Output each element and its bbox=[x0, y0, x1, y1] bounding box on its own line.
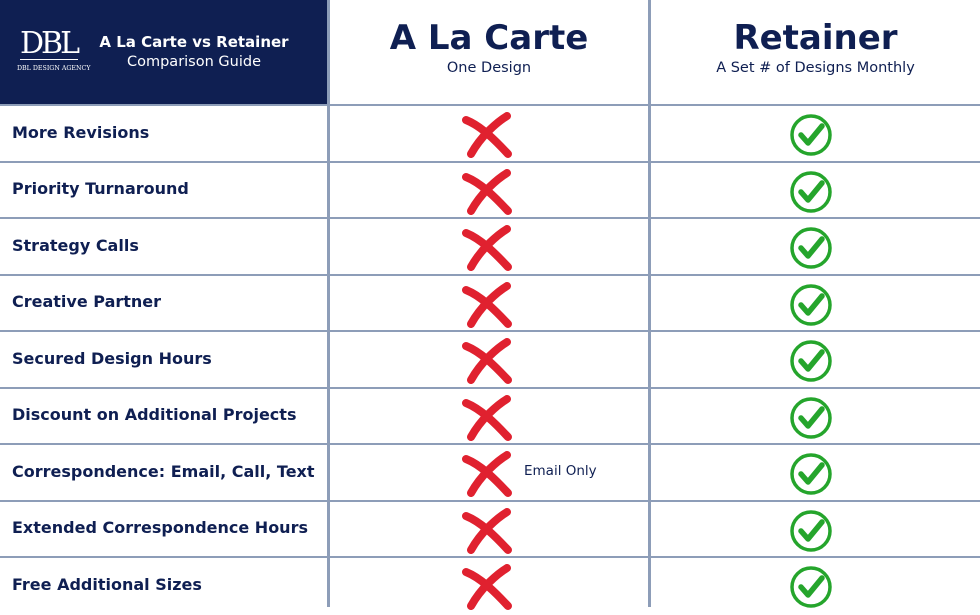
retainer-heading: Retainer bbox=[733, 18, 898, 58]
a-la-carte-heading: A La Carte bbox=[389, 18, 589, 58]
check-mark-icon bbox=[788, 508, 834, 554]
row-divider bbox=[0, 499, 980, 502]
table-row: Extended Correspondence Hours bbox=[0, 499, 980, 557]
table-row: Priority Turnaround bbox=[0, 160, 980, 218]
check-mark-icon bbox=[788, 395, 834, 441]
row-divider bbox=[0, 160, 980, 163]
check-mark-icon bbox=[788, 169, 834, 215]
a-la-carte-subheading: One Design bbox=[446, 60, 532, 76]
retainer-subheading: A Set # of Designs Monthly bbox=[716, 60, 915, 76]
x-mark-icon bbox=[461, 338, 513, 384]
table-row: Free Additional Sizes bbox=[0, 556, 980, 613]
comparison-table: More Revisions Priority Turnaround Strat… bbox=[0, 104, 980, 613]
feature-label: More Revisions bbox=[12, 122, 150, 142]
feature-label: Extended Correspondence Hours bbox=[12, 518, 308, 538]
x-mark-icon bbox=[461, 507, 513, 554]
x-mark-icon bbox=[461, 451, 513, 497]
agency-logo: DBL DBL DESIGN AGENCY bbox=[17, 26, 91, 76]
feature-label: Creative Partner bbox=[12, 292, 162, 312]
x-mark-icon bbox=[461, 394, 513, 441]
logo-mark: DBL bbox=[20, 26, 80, 61]
x-mark-icon bbox=[461, 281, 513, 328]
x-mark-icon bbox=[461, 112, 513, 158]
x-mark-icon bbox=[461, 225, 513, 271]
table-row: Correspondence: Email, Call, Text Email … bbox=[0, 443, 980, 500]
feature-label: Free Additional Sizes bbox=[12, 574, 202, 594]
row-divider bbox=[0, 556, 980, 558]
table-row: Creative Partner bbox=[0, 273, 980, 331]
row-divider bbox=[0, 386, 980, 389]
x-mark-icon bbox=[461, 168, 513, 215]
x-mark-icon bbox=[461, 564, 513, 610]
table-row: Discount on Additional Projects bbox=[0, 386, 980, 444]
feature-label: Priority Turnaround bbox=[12, 179, 189, 199]
column-divider bbox=[648, 0, 651, 607]
check-mark-icon bbox=[788, 112, 834, 158]
feature-label: Strategy Calls bbox=[12, 235, 139, 255]
brand-header: DBL DBL DESIGN AGENCY A La Carte vs Reta… bbox=[0, 0, 327, 105]
feature-label: Secured Design Hours bbox=[12, 348, 212, 368]
table-row: Secured Design Hours bbox=[0, 330, 980, 387]
guide-title: A La Carte vs Retainer bbox=[99, 33, 289, 51]
row-divider bbox=[0, 273, 980, 276]
logo-text: DBL DESIGN AGENCY bbox=[17, 65, 91, 72]
check-mark-icon bbox=[788, 564, 834, 610]
column-divider bbox=[327, 0, 330, 607]
row-divider bbox=[0, 104, 980, 106]
table-row: Strategy Calls bbox=[0, 217, 980, 274]
row-divider bbox=[0, 330, 980, 332]
row-divider bbox=[0, 443, 980, 445]
check-mark-icon bbox=[788, 282, 834, 328]
feature-note: Email Only bbox=[524, 463, 597, 480]
row-divider bbox=[0, 217, 980, 219]
check-mark-icon bbox=[788, 338, 834, 384]
check-mark-icon bbox=[788, 225, 834, 271]
feature-label: Discount on Additional Projects bbox=[12, 405, 297, 425]
table-row: More Revisions bbox=[0, 104, 980, 161]
guide-subtitle: Comparison Guide bbox=[126, 54, 261, 70]
check-mark-icon bbox=[788, 451, 834, 497]
feature-label: Correspondence: Email, Call, Text bbox=[12, 461, 315, 481]
